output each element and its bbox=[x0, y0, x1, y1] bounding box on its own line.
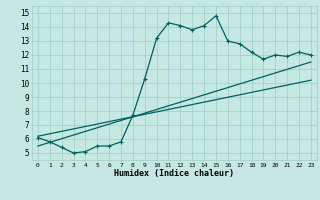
X-axis label: Humidex (Indice chaleur): Humidex (Indice chaleur) bbox=[115, 169, 234, 178]
